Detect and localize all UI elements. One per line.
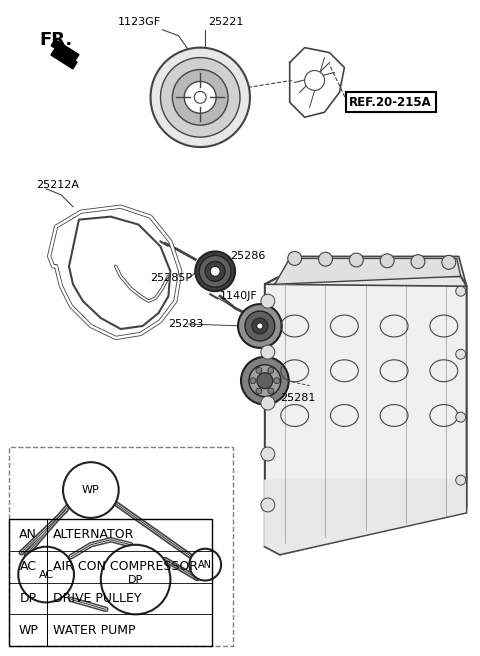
Circle shape (250, 378, 256, 384)
Circle shape (210, 266, 220, 276)
Circle shape (268, 367, 274, 373)
Circle shape (205, 261, 225, 281)
Circle shape (101, 544, 170, 614)
Text: 25286: 25286 (230, 251, 265, 262)
Circle shape (252, 318, 268, 334)
Circle shape (199, 255, 231, 287)
Text: AC: AC (38, 569, 54, 579)
Circle shape (195, 251, 235, 291)
Text: WATER PUMP: WATER PUMP (53, 624, 135, 637)
Circle shape (172, 70, 228, 125)
Circle shape (456, 286, 466, 297)
Circle shape (160, 58, 240, 137)
Text: 25212A: 25212A (36, 180, 79, 190)
Circle shape (261, 396, 275, 410)
Text: WP: WP (18, 624, 38, 637)
Text: DP: DP (128, 575, 143, 584)
Text: AIR CON COMPRESSOR: AIR CON COMPRESSOR (53, 560, 198, 573)
FancyArrow shape (51, 49, 77, 69)
Circle shape (261, 447, 275, 461)
Circle shape (184, 81, 216, 113)
Text: AC: AC (20, 560, 37, 573)
Circle shape (63, 462, 119, 518)
Circle shape (194, 91, 206, 103)
Polygon shape (265, 256, 467, 286)
Circle shape (442, 255, 456, 270)
Circle shape (268, 388, 274, 394)
Circle shape (456, 475, 466, 485)
Polygon shape (265, 480, 467, 555)
Circle shape (261, 294, 275, 308)
Circle shape (238, 304, 282, 348)
Circle shape (349, 253, 363, 267)
Circle shape (319, 253, 333, 266)
Text: REF.20-215A: REF.20-215A (349, 96, 432, 109)
Circle shape (305, 70, 324, 91)
Text: 25285P: 25285P (151, 274, 192, 283)
FancyBboxPatch shape (9, 447, 233, 646)
Circle shape (256, 367, 262, 373)
Circle shape (456, 412, 466, 422)
Text: DRIVE PULLEY: DRIVE PULLEY (53, 592, 142, 605)
Text: 1123GF: 1123GF (117, 17, 160, 27)
Text: ALTERNATOR: ALTERNATOR (53, 528, 134, 541)
Polygon shape (51, 39, 79, 60)
Bar (9, 519, 212, 646)
Circle shape (189, 548, 221, 581)
Circle shape (380, 254, 394, 268)
Circle shape (151, 48, 250, 147)
Polygon shape (265, 276, 467, 555)
Circle shape (245, 311, 275, 341)
Circle shape (456, 349, 466, 359)
Text: 1140JF: 1140JF (220, 291, 258, 301)
Polygon shape (275, 258, 461, 284)
Circle shape (274, 378, 280, 384)
Circle shape (288, 251, 301, 266)
Text: DP: DP (20, 592, 37, 605)
Circle shape (261, 345, 275, 359)
Text: 25281: 25281 (280, 392, 315, 403)
Circle shape (257, 323, 263, 329)
Circle shape (241, 357, 288, 405)
Circle shape (257, 373, 273, 388)
Text: 25283: 25283 (168, 319, 204, 329)
Text: FR.: FR. (39, 31, 72, 49)
Circle shape (249, 365, 281, 397)
Circle shape (261, 498, 275, 512)
Circle shape (256, 388, 262, 394)
Circle shape (18, 546, 74, 602)
Text: AN: AN (198, 560, 212, 569)
Circle shape (411, 255, 425, 268)
Text: 25221: 25221 (208, 17, 243, 27)
Text: AN: AN (19, 528, 37, 541)
Text: WP: WP (82, 485, 100, 495)
